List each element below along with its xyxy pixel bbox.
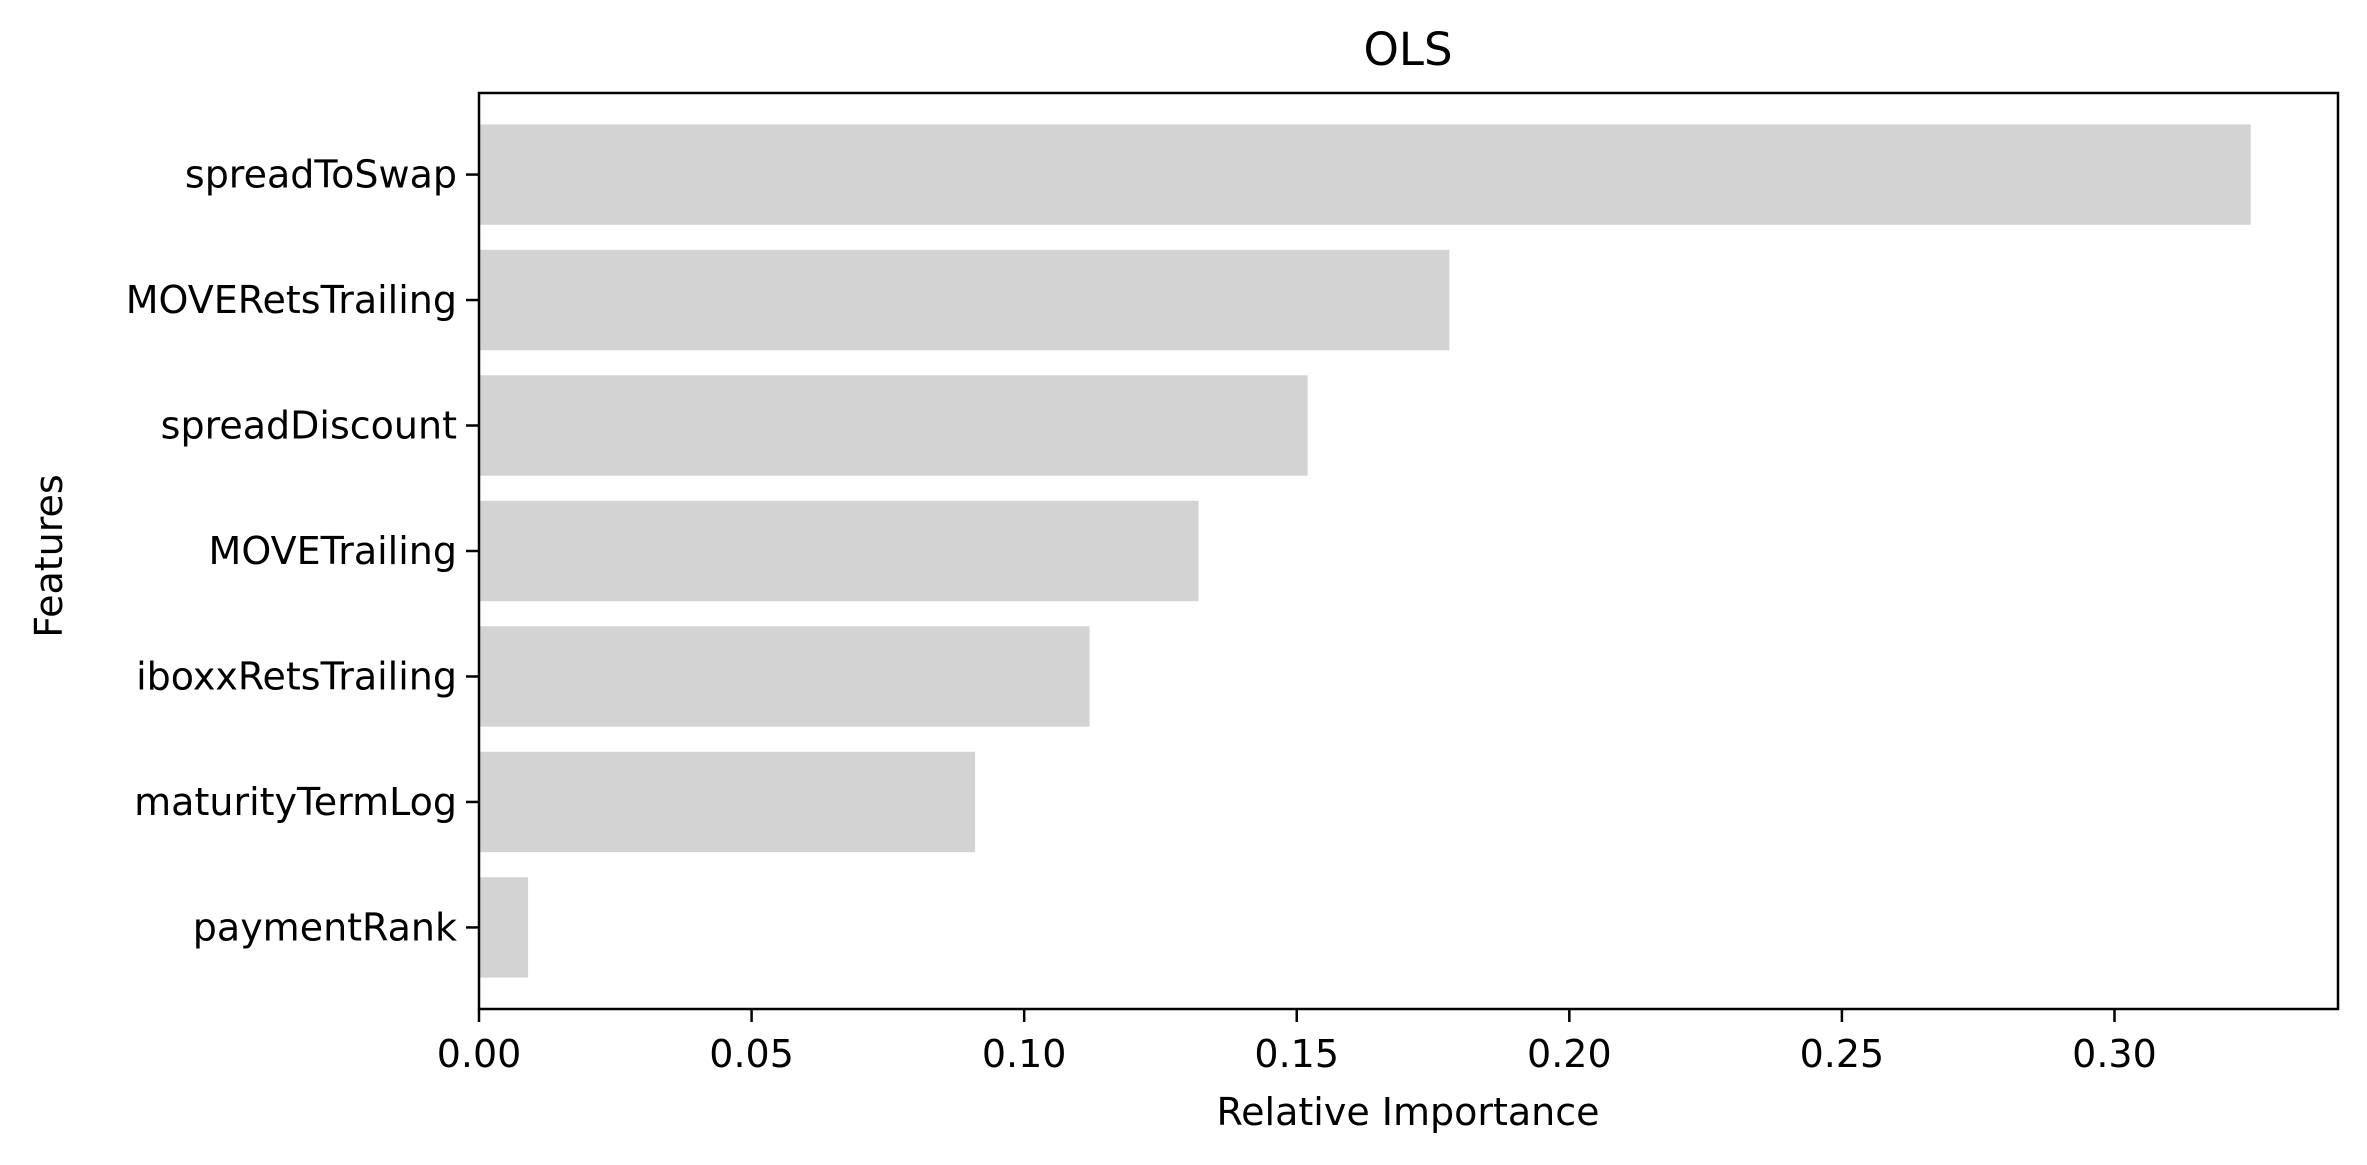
x-tick-label: 0.20 xyxy=(1527,1032,1612,1076)
bar-moveretstrailing xyxy=(479,249,1450,351)
x-tick-label: 0.10 xyxy=(982,1032,1067,1076)
chart-title: OLS xyxy=(1363,23,1452,76)
y-tick-label-maturitytermlog: maturityTermLog xyxy=(134,780,457,824)
x-axis-label: Relative Importance xyxy=(1216,1090,1599,1134)
y-tick-label-spreadtoswap: spreadToSwap xyxy=(185,153,457,197)
plot-area-frame xyxy=(477,91,2340,1011)
y-tick-label-moveretstrailing: MOVERetsTrailing xyxy=(126,278,457,322)
bar-spreadtoswap xyxy=(479,124,2251,225)
x-tick-label: 0.30 xyxy=(2072,1032,2157,1076)
bar-spreaddiscount xyxy=(479,375,1308,476)
y-tick-label-paymentrank: paymentRank xyxy=(193,905,457,949)
bar-iboxxretstrailing xyxy=(479,626,1090,727)
bar-paymentrank xyxy=(479,877,529,978)
x-tick-label: 0.00 xyxy=(437,1032,522,1076)
bar-movetrailing xyxy=(479,500,1199,602)
y-tick-label-iboxxretstrailing: iboxxRetsTrailing xyxy=(136,654,457,698)
x-tick-label: 0.05 xyxy=(709,1032,794,1076)
x-axis-ticks: 0.00 0.05 0.10 0.15 0.20 0.25 0.30 xyxy=(437,1009,2157,1076)
y-tick-label-spreaddiscount: spreadDiscount xyxy=(161,404,457,448)
x-tick-label: 0.15 xyxy=(1254,1032,1339,1076)
y-axis-ticks: spreadToSwap MOVERetsTrailing spreadDiscou… xyxy=(126,153,479,949)
y-tick-label-movetrailing: MOVETrailing xyxy=(209,529,457,573)
y-axis-label: Features xyxy=(27,474,71,637)
bars-group xyxy=(479,124,2251,978)
x-tick-label: 0.25 xyxy=(1800,1032,1885,1076)
bar-maturitytermlog xyxy=(479,751,976,853)
